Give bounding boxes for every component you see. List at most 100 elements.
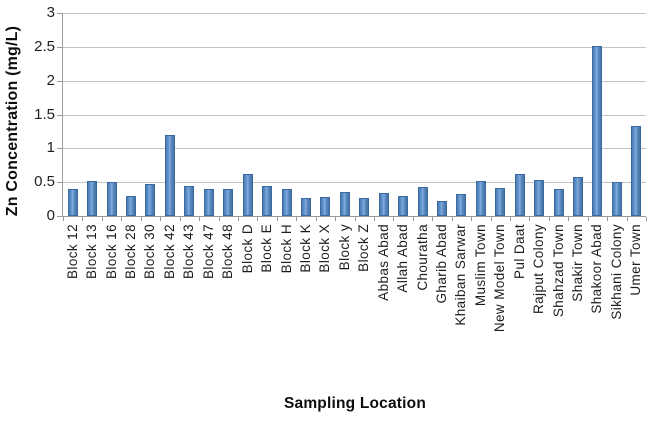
- y-axis-tick-mark: [57, 148, 62, 149]
- x-axis-category-label: Block E: [259, 224, 275, 273]
- bar: [534, 179, 545, 216]
- bar: [378, 193, 389, 216]
- x-axis-tick-mark: [63, 217, 64, 221]
- y-axis-tick-label: 1.5: [34, 106, 55, 123]
- x-axis-tick-mark: [82, 217, 84, 221]
- y-axis-tick-mark: [57, 182, 62, 183]
- x-axis-category-label: Block 12: [64, 224, 80, 279]
- x-axis-category-label: Block 28: [123, 224, 138, 279]
- x-axis-tick-mark: [276, 217, 278, 221]
- x-axis-tick-mark: [510, 217, 511, 221]
- x-axis-category-label: Gharib Abad: [433, 224, 449, 304]
- x-axis-tick-mark: [646, 217, 647, 221]
- gridline: [63, 13, 646, 14]
- x-axis-category-label: Chouratha: [414, 224, 430, 291]
- bar: [164, 134, 175, 216]
- gridline: [63, 115, 646, 116]
- x-axis-tick-mark: [121, 217, 123, 221]
- x-axis-category-label: Block 30: [142, 224, 158, 279]
- bar: [126, 195, 136, 216]
- bar: [262, 186, 273, 216]
- y-axis-tick-mark: [57, 115, 62, 116]
- x-axis-tick-mark: [296, 217, 298, 221]
- bar: [320, 197, 331, 216]
- y-axis-tick-label: 2: [46, 72, 55, 89]
- x-axis-tick-mark: [432, 217, 434, 221]
- x-axis-category-label: Block y: [336, 224, 352, 271]
- gridline: [63, 81, 646, 82]
- x-axis-category-label: Sikhani Colony: [608, 224, 624, 320]
- bar: [436, 201, 447, 216]
- x-axis-title: Sampling Location: [283, 395, 427, 412]
- x-axis-tick-mark: [160, 217, 162, 221]
- x-axis-tick-mark: [101, 217, 103, 221]
- x-axis-category-label: Rajput Colony: [531, 224, 547, 314]
- bar: [475, 180, 486, 216]
- bar: [514, 174, 525, 216]
- bar: [145, 184, 156, 216]
- x-axis-category-label: Block H: [278, 224, 294, 274]
- y-axis-tick-mark: [57, 13, 62, 14]
- bar: [359, 197, 370, 216]
- x-axis-tick-mark: [607, 217, 609, 221]
- x-axis-tick-mark: [199, 217, 200, 221]
- x-axis-category-label: Shahzad Town: [550, 224, 566, 318]
- x-axis-tick-mark: [335, 217, 337, 221]
- x-axis-category-label: Block 47: [200, 224, 216, 279]
- x-axis-category-label: Block X: [317, 224, 333, 273]
- bar: [573, 177, 583, 216]
- x-axis-tick-mark: [451, 217, 453, 221]
- x-axis-tick-mark: [373, 217, 375, 221]
- bar: [495, 187, 506, 216]
- x-axis-category-label: Allah Abad: [395, 224, 411, 293]
- bar: [339, 192, 350, 216]
- x-axis-category-label: Block 42: [161, 224, 177, 279]
- bar: [592, 45, 603, 216]
- x-axis-category-label: Block 16: [103, 224, 119, 279]
- x-axis-category-label: Block Z: [356, 224, 372, 272]
- gridline: [63, 47, 646, 48]
- bar: [611, 182, 622, 216]
- bar: [398, 195, 409, 216]
- y-axis-tick-label: 0: [46, 207, 55, 224]
- bar: [456, 193, 467, 216]
- x-axis-category-label: Umer Town: [628, 224, 644, 296]
- x-axis-line: [62, 216, 646, 217]
- x-axis-category-label: Pul Daat: [511, 224, 527, 279]
- x-axis-tick-mark: [568, 217, 570, 221]
- bar: [417, 186, 428, 216]
- bar: [300, 198, 311, 216]
- x-axis-category-label: Block D: [239, 224, 255, 274]
- x-axis-category-label: Khaiban Sarwar: [453, 224, 469, 326]
- bar: [553, 188, 564, 216]
- y-axis-line: [62, 13, 63, 217]
- gridline: [63, 148, 646, 149]
- x-axis-category-label: Block 43: [181, 224, 197, 279]
- x-axis-tick-mark: [587, 217, 589, 221]
- x-axis-tick-mark: [412, 217, 414, 221]
- x-axis-tick-mark: [490, 217, 492, 221]
- x-axis-tick-mark: [237, 217, 239, 221]
- x-axis-tick-mark: [393, 217, 395, 221]
- x-axis-category-label: Abbas Abad: [375, 224, 391, 301]
- x-axis-category-label: New Model Town: [492, 224, 508, 333]
- x-axis-tick-mark: [626, 217, 628, 221]
- x-axis-category-label: Block K: [297, 224, 313, 273]
- x-axis-category-label: Shakir Town: [570, 224, 585, 302]
- y-axis-tick-mark: [57, 47, 62, 48]
- bar: [223, 188, 234, 216]
- x-axis-tick-mark: [140, 217, 142, 221]
- x-axis-tick-mark: [257, 217, 259, 221]
- y-axis-tick-label: 3: [46, 4, 55, 21]
- y-axis-tick-mark: [57, 216, 62, 217]
- bar: [67, 188, 78, 216]
- bar: [631, 126, 642, 216]
- gridline: [63, 182, 646, 183]
- x-axis-tick-mark: [471, 217, 473, 221]
- bar: [106, 182, 117, 216]
- bar: [184, 186, 195, 216]
- x-axis-category-label: Block 13: [84, 224, 100, 279]
- y-axis-tick-label: 0.5: [34, 173, 55, 190]
